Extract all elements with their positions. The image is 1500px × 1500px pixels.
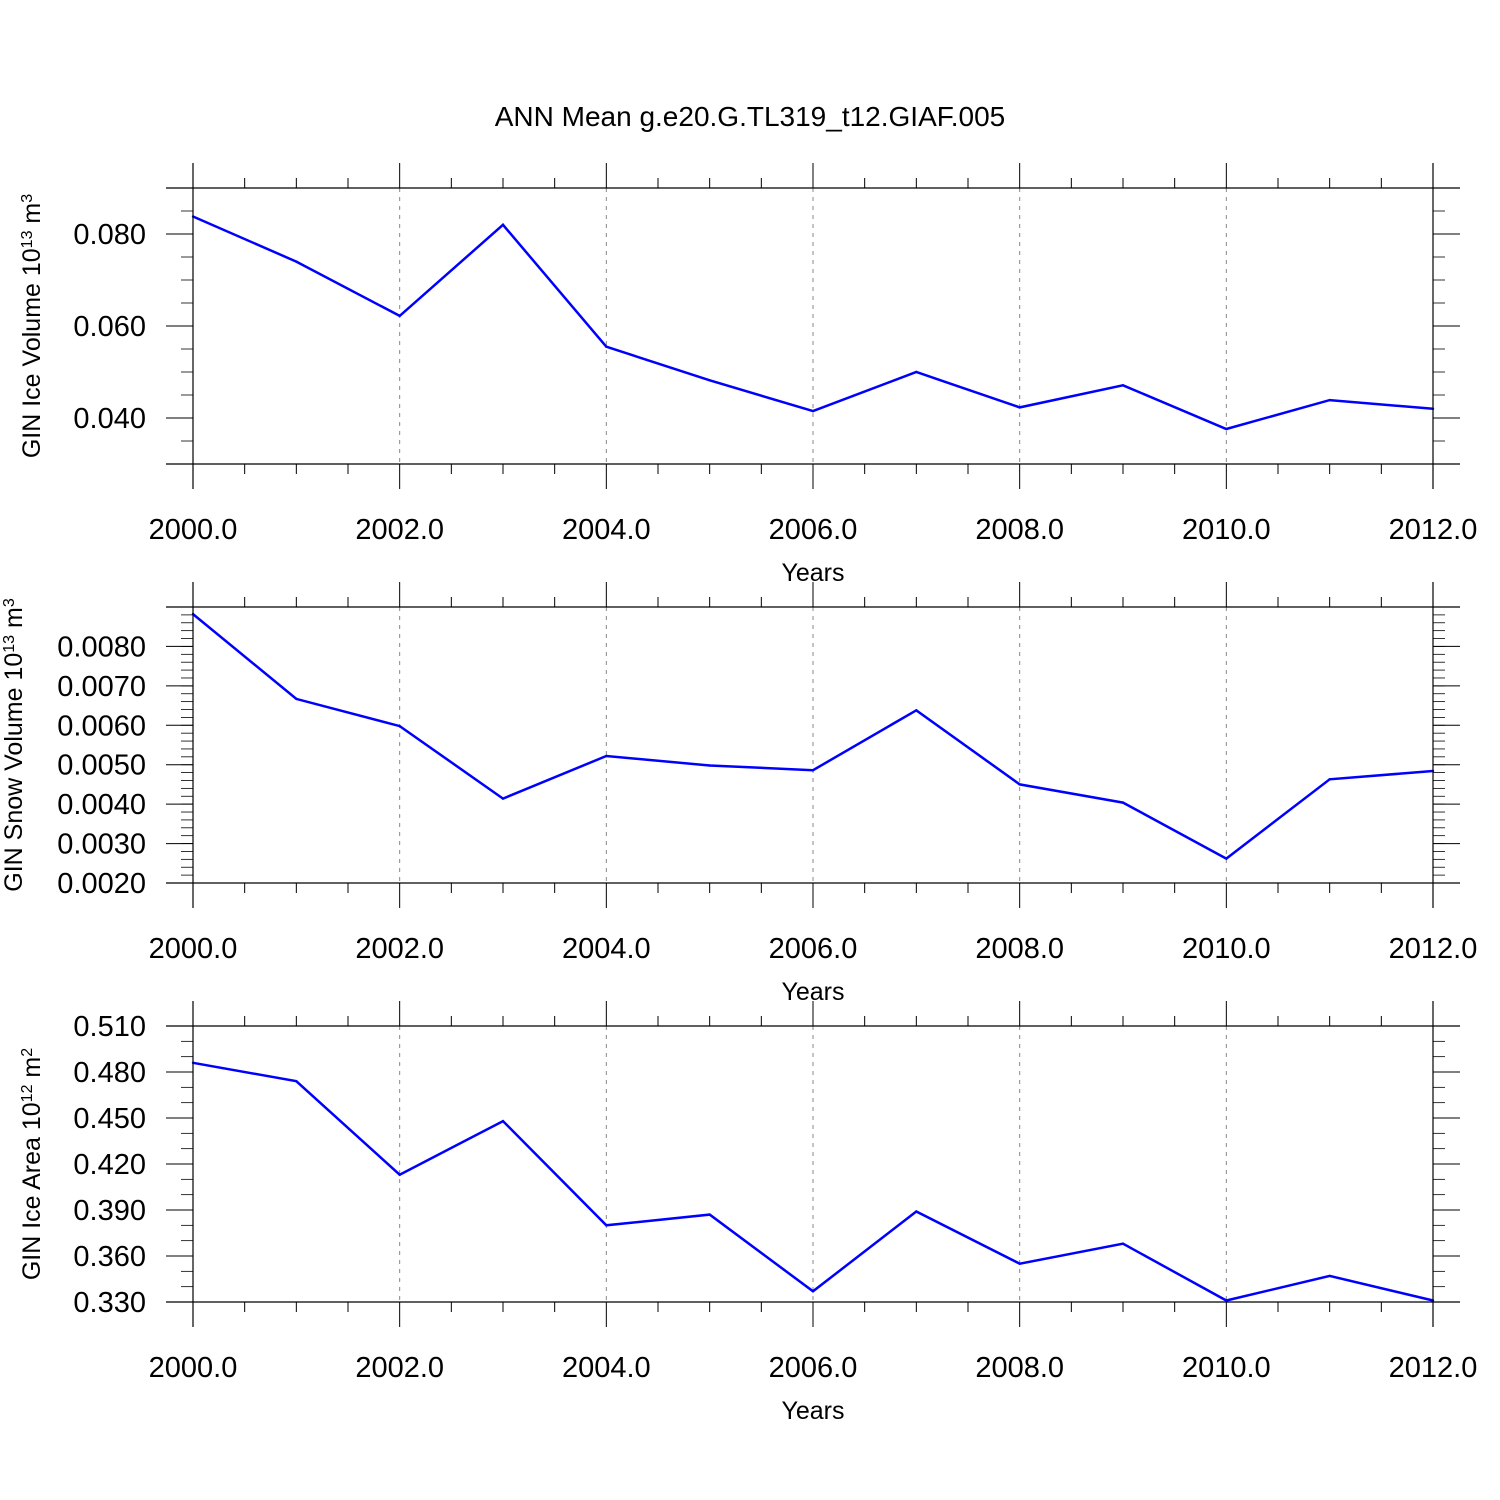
panel-1-x-tick-label: 2008.0 [975, 514, 1064, 546]
panel-3-data-point [708, 1213, 711, 1216]
panel-1-data-point [1328, 398, 1331, 402]
panel-1-x-tick-label: 2002.0 [355, 514, 444, 546]
panel-2-data-point [605, 754, 608, 758]
panel-3-data-point [295, 1080, 298, 1083]
panel-3-y-tick-label: 0.510 [73, 1011, 146, 1043]
panel-2-y-tick-label: 0.0040 [57, 789, 146, 821]
panel-2-data-point [915, 709, 918, 712]
panel-1-x-tick-label: 2006.0 [769, 514, 858, 546]
panel-2-data-point [295, 697, 298, 701]
panel-3-x-tick-label: 2000.0 [149, 1352, 238, 1384]
panel-1-data-point [1225, 427, 1228, 431]
panel-1-data-point [295, 260, 298, 263]
panel-3-y-tick-label: 0.330 [73, 1287, 146, 1319]
panel-3-data-point [501, 1119, 505, 1123]
panel-3-y-tick-label: 0.390 [73, 1195, 146, 1227]
panel-2-y-axis-title: GIN Snow Volume 1013 m3 [0, 598, 28, 892]
panel-3-y-tick-label: 0.360 [73, 1241, 146, 1273]
panel-2-data-point [1121, 801, 1125, 804]
panel-3-x-tick-label: 2010.0 [1182, 1352, 1271, 1384]
panel-1-data-point [811, 409, 815, 413]
panel-2-x-tick-label: 2000.0 [149, 933, 238, 965]
panel-2-data-point [398, 724, 401, 728]
panel-1-data-point [1121, 384, 1125, 387]
panel-2-y-tick-label: 0.0030 [57, 829, 146, 861]
panel-3-data-point [811, 1290, 815, 1293]
panel-1-data-point [501, 223, 505, 226]
panel-1-x-tick-label: 2000.0 [149, 514, 238, 546]
panel-3-data-point [915, 1210, 918, 1213]
panel-1-y-tick-label: 0.040 [73, 403, 146, 435]
panel-3-data-point [1018, 1262, 1021, 1265]
panel-3-data-point [1225, 1299, 1228, 1302]
panel-3-x-axis-title: Years [781, 1397, 844, 1425]
panel-1-x-tick-label: 2012.0 [1389, 514, 1478, 546]
panel-1-y-tick-label: 0.080 [73, 219, 146, 251]
panel-2-data-point [1018, 783, 1021, 786]
panel-3-data-point [398, 1173, 401, 1176]
panel-3-data-point [1328, 1274, 1331, 1278]
panel-3-x-tick-label: 2006.0 [769, 1352, 858, 1384]
panel-1-data-point [605, 345, 608, 348]
panel-2-x-tick-label: 2012.0 [1389, 933, 1478, 965]
panel-1-x-tick-label: 2010.0 [1182, 514, 1271, 546]
panel-2-y-tick-label: 0.0070 [57, 671, 146, 703]
panel-1-y-axis-title: GIN Ice Volume 1013 m3 [18, 194, 46, 458]
panel-2-data-point [708, 764, 711, 767]
panel-3-data-point [1121, 1242, 1125, 1245]
panel-3-data-point [605, 1224, 608, 1227]
panel-1-x-tick-label: 2004.0 [562, 514, 651, 546]
panel-2-x-tick-label: 2002.0 [355, 933, 444, 965]
panel-2-x-tick-label: 2004.0 [562, 933, 651, 965]
panel-3-y-tick-label: 0.420 [73, 1149, 146, 1181]
panel-2-x-tick-label: 2010.0 [1182, 933, 1271, 965]
panel-2-x-tick-label: 2008.0 [975, 933, 1064, 965]
panel-1-data-point [708, 379, 711, 382]
panel-2-y-tick-label: 0.0020 [57, 868, 146, 900]
panel-2-data-point [1225, 857, 1228, 860]
panel-2-data-point [501, 797, 505, 800]
panel-3-x-tick-label: 2004.0 [562, 1352, 651, 1384]
panel-1-data-point [915, 370, 918, 374]
panel-2-x-tick-label: 2006.0 [769, 933, 858, 965]
panel-2-data-point [811, 769, 815, 772]
panel-3-y-tick-label: 0.480 [73, 1057, 146, 1089]
panel-3-y-tick-label: 0.450 [73, 1103, 146, 1135]
panel-3-y-axis-title: GIN Ice Area 1012 m2 [18, 1048, 46, 1280]
panel-1-data-point [398, 314, 401, 318]
panel-1-data-point [1018, 406, 1021, 409]
panel-3-x-tick-label: 2002.0 [355, 1352, 444, 1384]
panel-2-y-tick-label: 0.0080 [57, 631, 146, 663]
panel-1-y-tick-label: 0.060 [73, 311, 146, 343]
panel-2-y-tick-label: 0.0050 [57, 750, 146, 782]
panel-2-data-point [1328, 778, 1331, 781]
chart-title: ANN Mean g.e20.G.TL319_t12.GIAF.005 [495, 101, 1006, 132]
panel-2-y-tick-label: 0.0060 [57, 710, 146, 742]
panel-3-x-tick-label: 2008.0 [975, 1352, 1064, 1384]
panel-3-x-tick-label: 2012.0 [1389, 1352, 1478, 1384]
